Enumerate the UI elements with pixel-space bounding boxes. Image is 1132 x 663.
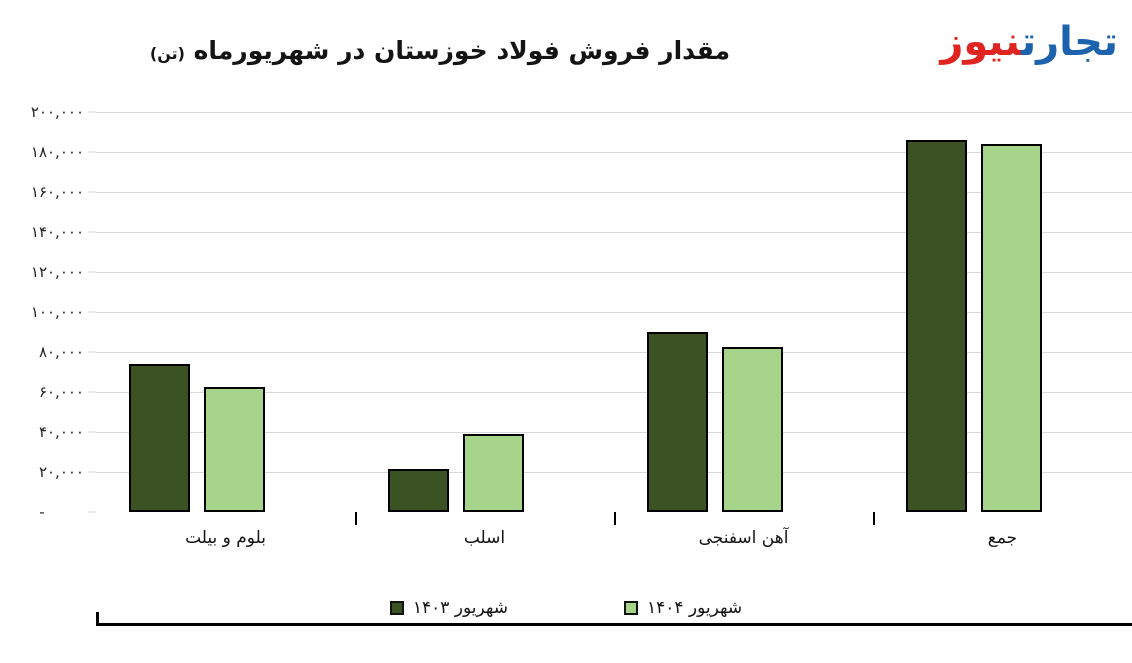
y-axis-tick-label: ۱۶۰,۰۰۰ [30, 183, 84, 201]
legend-label: شهریور ۱۴۰۴ [647, 598, 743, 618]
y-axis-tick-label: ۲۰۰,۰۰۰ [30, 103, 84, 121]
y-axis-tick-label: ۶۰,۰۰۰ [38, 383, 84, 401]
category-axis-label: آهن اسفنجی [698, 528, 789, 548]
category-axis-label: بلوم و بیلت [185, 528, 266, 548]
bar[interactable] [905, 140, 967, 512]
y-axis-tick-label: ۲۰,۰۰۰ [38, 463, 84, 481]
y-axis-tick-label: ۱۰۰,۰۰۰ [30, 303, 84, 321]
gridline [96, 112, 1132, 113]
gridline [96, 192, 1132, 193]
y-axis-tick-mark [88, 391, 96, 393]
y-axis-origin-cap [96, 612, 99, 626]
y-axis-tick-label: ۱۴۰,۰۰۰ [30, 223, 84, 241]
legend-swatch-icon [389, 601, 404, 615]
y-axis-tick-label: ۱۸۰,۰۰۰ [30, 143, 84, 161]
y-axis-tick-mark [88, 151, 96, 153]
y-axis-tick-label: ۱۲۰,۰۰۰ [30, 263, 84, 281]
category-axis-label: جمع [987, 528, 1018, 548]
y-axis-tick-mark [88, 191, 96, 193]
category-axis-tick [355, 512, 357, 525]
y-axis-tick-mark [88, 311, 96, 313]
gridline [96, 152, 1132, 153]
bar[interactable] [462, 434, 524, 512]
y-axis-tick-mark [88, 351, 96, 353]
y-axis-tick-mark [88, 231, 96, 233]
y-axis-tick-mark [88, 471, 96, 473]
y-axis-tick-label: ۴۰,۰۰۰ [38, 423, 84, 441]
category-axis-label: اسلب [463, 528, 506, 548]
legend-swatch-icon [624, 601, 638, 615]
plot-area: - ۲۰,۰۰۰ ۴۰,۰۰۰ ۶۰,۰۰۰ ۸۰,۰۰۰ ۱۰۰,۰۰۰ ۱۲۰,۰۰۰ ۱… [0, 103, 1132, 626]
gridline [96, 432, 1132, 433]
chart-title-unit: (تن) [149, 44, 185, 63]
y-axis-tick-mark [88, 271, 96, 273]
legend-label: شهریور ۱۴۰۳ [412, 598, 508, 618]
y-axis-tick-label: - [39, 503, 45, 521]
brand-logo-primary: تجارت [1021, 19, 1119, 65]
bar[interactable] [721, 347, 783, 512]
bar[interactable] [646, 332, 708, 512]
brand-logo: تجارتنیوز [940, 19, 1119, 65]
brand-logo-secondary: نیوز [940, 19, 1022, 65]
legend-item[interactable]: شهریور ۱۴۰۳ [389, 598, 508, 618]
category-axis-tick [873, 512, 875, 525]
bar[interactable] [128, 364, 190, 512]
chart-legend: شهریور ۱۴۰۳ شهریور ۱۴۰۴ [0, 598, 1132, 618]
bar[interactable] [980, 144, 1042, 512]
bar[interactable] [203, 387, 265, 512]
gridline [96, 352, 1132, 353]
chart-title-text: مقدار فروش فولاد خوزستان در شهریورماه [193, 36, 731, 65]
gridline [96, 392, 1132, 393]
gridline [96, 272, 1132, 273]
category-axis-tick [614, 512, 616, 525]
y-axis-tick-mark [88, 431, 96, 433]
gridline [96, 472, 1132, 473]
bar[interactable] [387, 469, 449, 512]
y-axis-tick-mark [88, 111, 96, 113]
gridline [96, 312, 1132, 313]
page-title: مقدار فروش فولاد خوزستان در شهریورماه (ت… [0, 36, 880, 66]
x-axis-line [96, 623, 1132, 626]
gridline [96, 232, 1132, 233]
legend-item[interactable]: شهریور ۱۴۰۴ [624, 598, 742, 618]
y-axis-tick-mark [88, 511, 96, 513]
y-axis-tick-label: ۸۰,۰۰۰ [38, 343, 84, 361]
